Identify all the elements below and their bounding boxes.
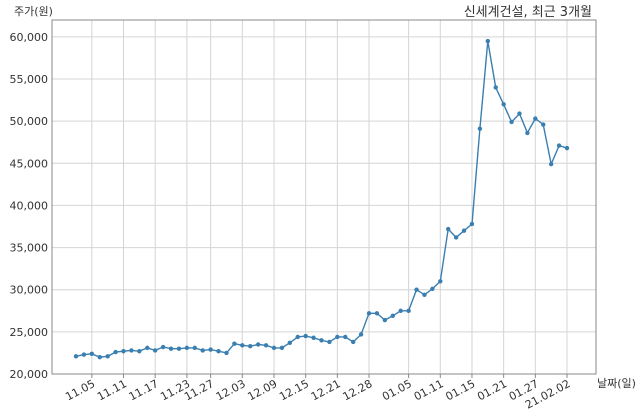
- data-point: [287, 340, 293, 346]
- data-point: [224, 350, 229, 356]
- data-point: [556, 143, 562, 148]
- x-tick-label: 12.21: [309, 377, 343, 403]
- x-axis: 11.0511.1111.1711.2311.2712.0312.0912.15…: [63, 374, 572, 412]
- data-point: [446, 226, 451, 232]
- y-tick-label: 35,000: [10, 242, 49, 255]
- data-point: [461, 228, 467, 233]
- x-tick-label: 12.15: [277, 377, 311, 403]
- data-point: [271, 345, 277, 351]
- x-tick-label: 01.11: [412, 377, 446, 403]
- data-point: [89, 351, 95, 356]
- data-point: [358, 332, 364, 337]
- x-tick-label: 12.09: [245, 377, 279, 403]
- data-point: [295, 334, 300, 340]
- data-point: [382, 317, 388, 323]
- y-tick-label: 55,000: [10, 73, 49, 86]
- data-point: [335, 334, 340, 340]
- data-point: [81, 352, 87, 357]
- data-point: [430, 286, 435, 292]
- data-point: [398, 308, 403, 313]
- y-tick-label: 25,000: [10, 326, 49, 339]
- y-tick-label: 45,000: [10, 157, 49, 170]
- data-point: [366, 311, 372, 316]
- y-axis: 20,000 25,000 30,000 35,000 40,000 45,000 50,0…: [10, 31, 49, 381]
- data-point: [176, 346, 182, 351]
- y-tick-label: 50,000: [10, 115, 49, 128]
- plot-frame: [51, 19, 597, 375]
- data-point: [533, 116, 538, 121]
- data-point: [343, 334, 348, 340]
- x-axis-title: 날짜(일): [597, 376, 636, 390]
- x-tick-label: 01.21: [475, 377, 509, 403]
- data-point: [168, 346, 174, 351]
- y-tick-label: 60,000: [10, 31, 49, 44]
- data-point: [97, 354, 102, 360]
- data-point: [406, 308, 411, 313]
- data-point: [374, 311, 380, 316]
- data-point: [255, 342, 261, 347]
- x-tick-label: 12.03: [214, 377, 248, 403]
- data-point: [564, 145, 570, 151]
- data-point: [438, 279, 443, 284]
- x-tick-label: 12.28: [341, 377, 375, 403]
- data-points: [73, 38, 570, 360]
- data-point: [350, 339, 356, 345]
- data-point: [152, 348, 158, 353]
- data-point: [422, 292, 427, 297]
- data-point: [501, 102, 506, 107]
- data-point: [311, 335, 316, 340]
- data-point: [453, 235, 459, 240]
- data-point: [145, 345, 150, 351]
- y-tick-label: 40,000: [10, 199, 49, 212]
- data-point: [469, 221, 475, 227]
- data-point: [390, 313, 395, 319]
- grid-lines: [52, 20, 596, 375]
- data-point: [240, 343, 245, 348]
- data-point: [414, 287, 419, 292]
- data-point: [160, 344, 166, 350]
- series-line: [75, 40, 568, 358]
- x-tick-label: 01.15: [443, 377, 477, 403]
- data-point: [192, 345, 197, 351]
- data-point: [517, 111, 522, 116]
- x-tick-label: 11.17: [127, 377, 161, 403]
- data-point: [477, 126, 483, 131]
- x-tick-label: 01.05: [380, 377, 414, 403]
- data-point: [113, 349, 118, 355]
- y-axis-title: 주가(원): [14, 5, 53, 18]
- data-point: [208, 347, 213, 352]
- data-point: [548, 161, 554, 167]
- data-point: [509, 119, 514, 125]
- data-point: [525, 130, 530, 136]
- data-point: [319, 338, 324, 343]
- data-point: [232, 341, 237, 346]
- data-point: [184, 345, 190, 351]
- x-tick-label: 11.05: [63, 377, 97, 403]
- data-point: [263, 343, 269, 348]
- data-point: [485, 38, 491, 44]
- data-point: [303, 333, 308, 339]
- data-point: [541, 122, 546, 127]
- data-point: [493, 85, 498, 90]
- data-point: [121, 349, 126, 354]
- chart-title: 신세계건설, 최근 3개월: [464, 5, 592, 20]
- data-point: [248, 343, 253, 349]
- y-tick-label: 20,000: [10, 368, 49, 381]
- y-tick-label: 30,000: [10, 284, 49, 297]
- data-point: [105, 354, 110, 359]
- data-point: [137, 349, 142, 354]
- data-point: [129, 348, 134, 353]
- data-point: [216, 349, 221, 354]
- data-point: [73, 354, 79, 359]
- data-point: [200, 348, 205, 353]
- data-point: [279, 345, 285, 351]
- x-tick-label: 11.11: [95, 377, 129, 403]
- data-point: [327, 339, 332, 345]
